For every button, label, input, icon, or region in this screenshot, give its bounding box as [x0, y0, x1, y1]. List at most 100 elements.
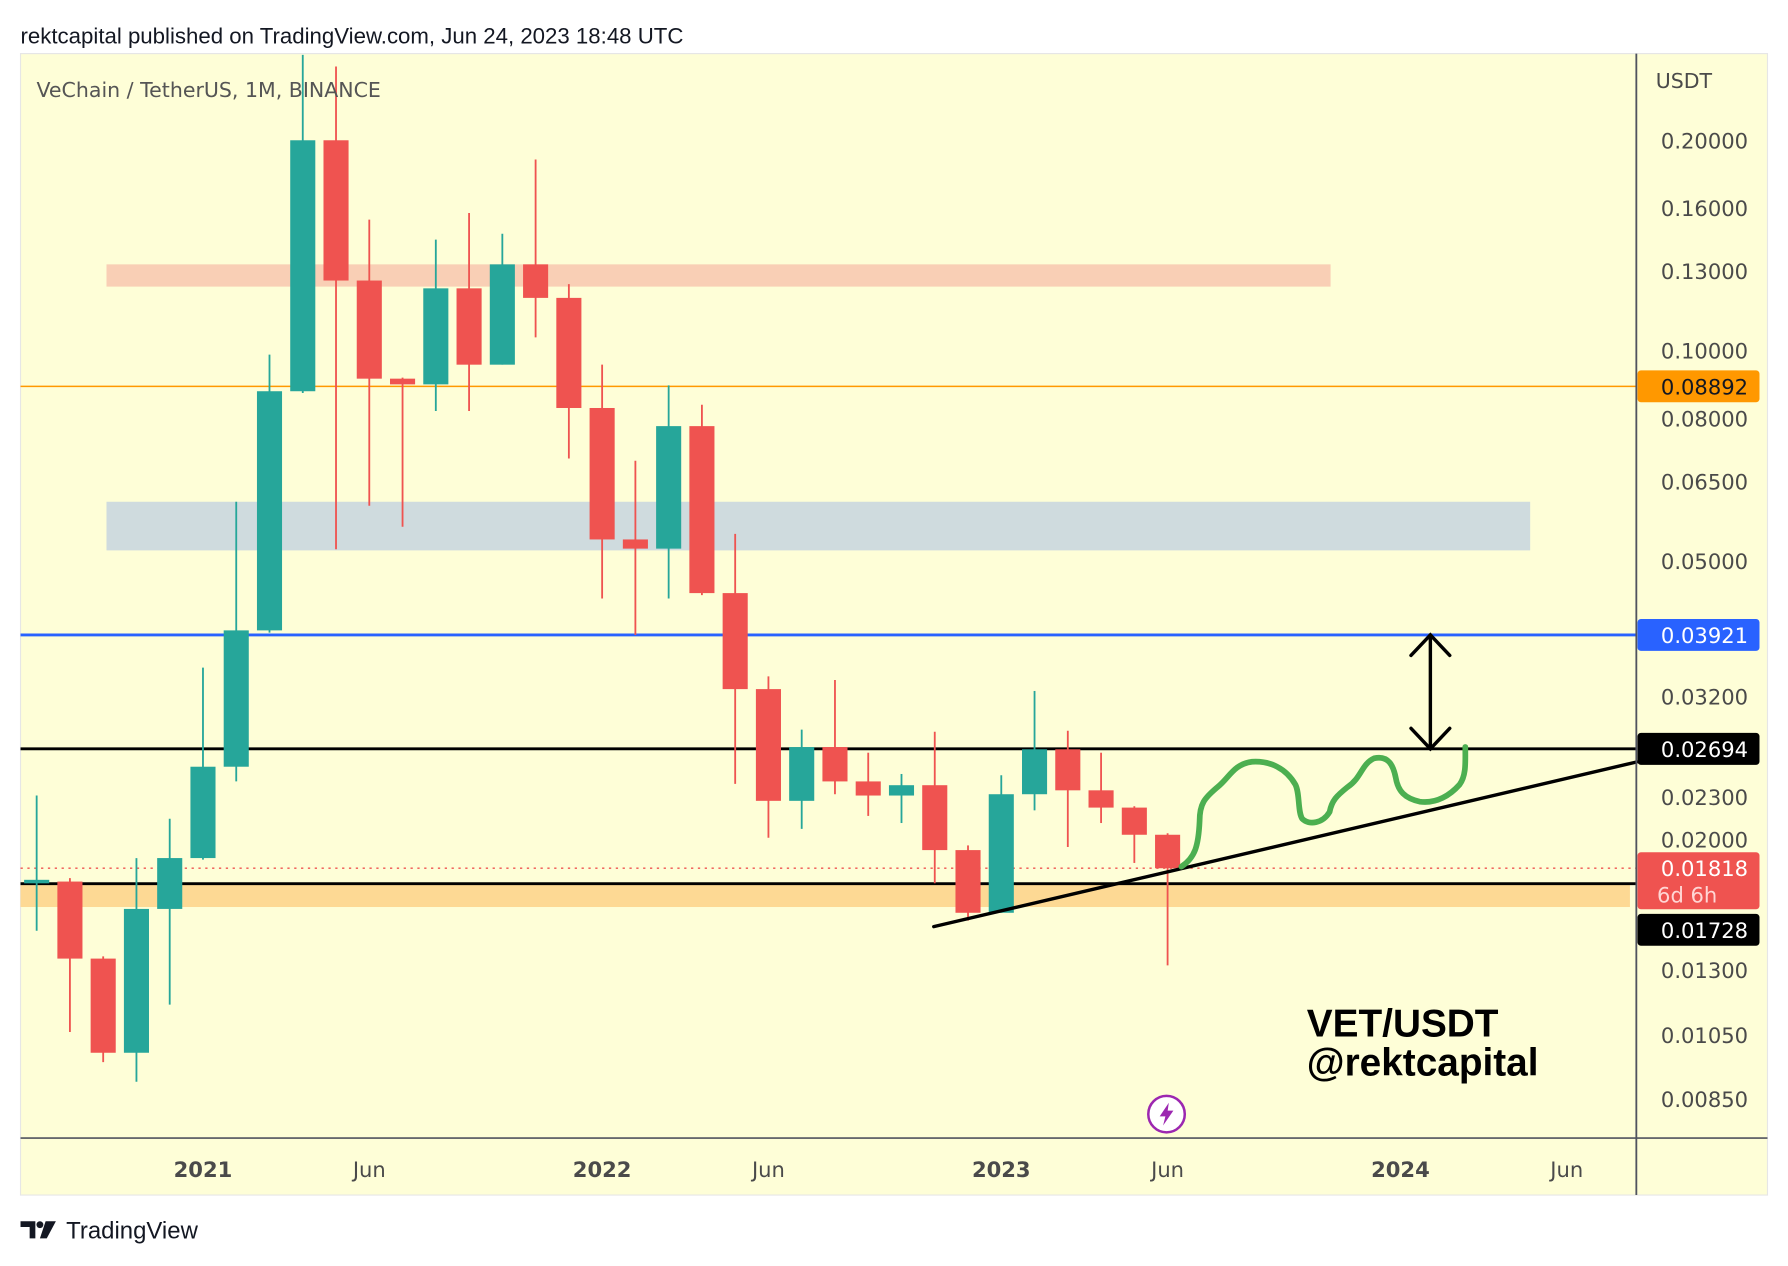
candle-body — [523, 264, 549, 298]
candle[interactable] — [622, 460, 648, 635]
candle[interactable] — [1021, 690, 1048, 811]
candle[interactable] — [256, 354, 283, 633]
level-0.01728-badge-bg — [1637, 913, 1760, 946]
level-0.08892-badge: 0.08892 — [1637, 370, 1760, 403]
level-0.01728-badge-value: 0.01728 — [1661, 918, 1748, 943]
chart-panel[interactable] — [19, 53, 1769, 1196]
lightning-event-icon[interactable] — [1147, 1094, 1187, 1134]
support-zone-orange[interactable] — [20, 883, 1630, 908]
candle-body — [755, 689, 781, 801]
candle[interactable] — [955, 845, 981, 921]
candle[interactable] — [589, 364, 615, 599]
candle-body — [123, 908, 149, 1053]
trendline[interactable] — [932, 760, 1639, 929]
candle[interactable] — [789, 729, 815, 829]
candle[interactable] — [356, 219, 382, 506]
candle[interactable] — [24, 795, 50, 931]
candle[interactable] — [988, 775, 1014, 913]
time-ticks: 2021 Jun 2022 Jun 2023 Jun 2024 Jun — [174, 1157, 1584, 1182]
candle[interactable] — [722, 533, 748, 784]
candle[interactable] — [1121, 806, 1147, 863]
candle-body — [1088, 790, 1114, 808]
time-tick-label: Jun — [1149, 1157, 1184, 1182]
price-tick-label: 0.10000 — [1661, 339, 1748, 364]
symbol-title[interactable]: VeChain / TetherUS, 1M, BINANCE — [36, 78, 380, 102]
price-tick-label: 0.00850 — [1661, 1087, 1748, 1112]
candle[interactable] — [855, 752, 881, 816]
level-0.02694-badge: 0.02694 — [1637, 732, 1760, 765]
price-tick-label: 0.20000 — [1661, 128, 1748, 153]
time-tick-label: 2021 — [174, 1157, 233, 1182]
candle[interactable] — [90, 956, 116, 1063]
level-0.03921-badge-bg — [1637, 618, 1760, 651]
candle-body — [556, 297, 582, 408]
candle[interactable] — [556, 284, 582, 459]
candle[interactable] — [656, 385, 682, 599]
candle-body — [888, 785, 915, 796]
candle[interactable] — [290, 54, 316, 393]
candle[interactable] — [1155, 833, 1181, 966]
projection-squiggle[interactable] — [1178, 744, 1469, 870]
candle-body — [24, 879, 50, 884]
candle[interactable] — [689, 404, 715, 596]
candle[interactable] — [888, 773, 915, 824]
candle-body — [988, 794, 1014, 913]
resistance-zone-gray[interactable] — [106, 501, 1531, 551]
price-tick-label: 0.05000 — [1661, 549, 1748, 574]
candle-body — [722, 593, 748, 690]
level-0.01728-badge: 0.01728 — [1637, 913, 1760, 946]
price-tick-label: 0.03200 — [1661, 685, 1748, 710]
candle[interactable] — [223, 501, 249, 782]
candle[interactable] — [390, 377, 416, 527]
resistance-zone-pink[interactable] — [106, 264, 1331, 287]
candle[interactable] — [190, 667, 216, 860]
candle[interactable] — [323, 66, 349, 550]
price-tick-label: 0.01300 — [1661, 958, 1748, 983]
zones-layer — [20, 264, 1630, 908]
time-tick-label: Jun — [1548, 1157, 1583, 1182]
candle[interactable] — [157, 818, 183, 1005]
level-0.03921-badge-value: 0.03921 — [1661, 623, 1748, 648]
target-arrow[interactable] — [1409, 632, 1452, 752]
candle[interactable] — [489, 233, 515, 365]
candle-body — [290, 140, 316, 392]
price-tick-label: 0.01050 — [1661, 1023, 1748, 1048]
candle-body — [90, 958, 116, 1053]
price-tick-label: 0.06500 — [1661, 469, 1748, 494]
tradingview-logo[interactable]: TradingView — [20, 1217, 199, 1244]
time-tick-label: 2024 — [1371, 1157, 1430, 1182]
candle-body — [356, 280, 382, 379]
candle-body — [157, 858, 183, 909]
candle-body — [390, 378, 416, 385]
price-tick-label: 0.02300 — [1661, 785, 1748, 810]
candle[interactable] — [922, 731, 948, 884]
candle[interactable] — [822, 679, 848, 795]
candle-body — [689, 426, 715, 594]
candle-body — [955, 850, 981, 913]
candle[interactable] — [523, 159, 549, 338]
watermark: VET/USDT @rektcapital — [1307, 1003, 1539, 1085]
candle[interactable] — [755, 676, 781, 838]
price-tick-label: 0.16000 — [1661, 196, 1748, 221]
price-tick-label: 0.08000 — [1661, 406, 1748, 431]
candle[interactable] — [456, 212, 482, 411]
price-ticks: 0.20000 0.16000 0.13000 0.10000 0.08000 0.065… — [1661, 128, 1748, 1112]
last-price-badge-value: 0.01818 — [1661, 856, 1748, 881]
last-price-badge-countdown: 6d 6h — [1657, 882, 1717, 907]
candle-body — [190, 766, 216, 859]
candle[interactable] — [57, 878, 83, 1033]
candle[interactable] — [1088, 752, 1114, 824]
candle-body — [855, 781, 881, 796]
time-tick-label: 2023 — [972, 1157, 1031, 1182]
time-tick-label: Jun — [750, 1157, 785, 1182]
candle-body — [423, 288, 449, 385]
level-0.08892-badge-value: 0.08892 — [1661, 374, 1748, 399]
price-tick-label: 0.13000 — [1661, 259, 1748, 284]
level-0.08892-badge-bg — [1637, 370, 1760, 403]
candle-body — [789, 747, 815, 801]
candle[interactable] — [123, 858, 149, 1082]
candle[interactable] — [1055, 730, 1081, 847]
candle[interactable] — [423, 239, 449, 411]
